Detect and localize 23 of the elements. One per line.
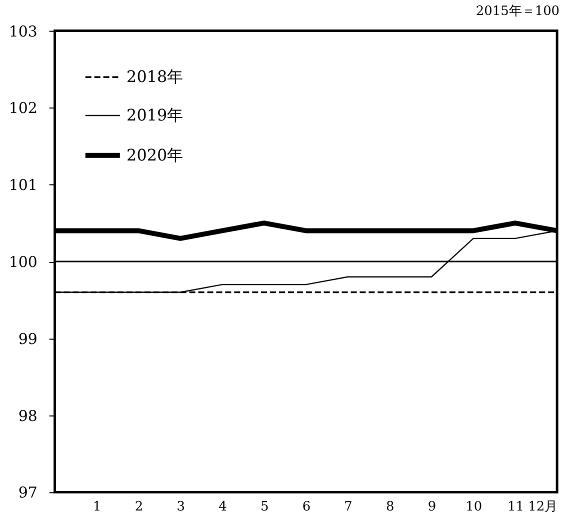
- legend-label: 2018年: [126, 67, 184, 86]
- y-tick-label: 100: [8, 252, 38, 271]
- y-tick-label: 99: [18, 330, 38, 348]
- y-tick-label: 102: [8, 99, 38, 118]
- y-tick-label: 101: [8, 176, 38, 194]
- x-tick-label: 5: [260, 500, 269, 515]
- x-tick-label: 7: [344, 500, 352, 515]
- x-tick-label: 11: [507, 500, 524, 515]
- x-tick-label: 8: [386, 500, 394, 515]
- x-tick-label: 6: [302, 500, 311, 515]
- x-tick-label: 12月: [528, 500, 558, 515]
- y-tick-label: 97: [18, 484, 38, 502]
- legend-label: 2019年: [126, 105, 184, 124]
- y-tick-label: 103: [8, 22, 38, 40]
- x-tick-label: 10: [466, 500, 482, 515]
- legend-label: 2020年: [126, 145, 184, 164]
- text: 2015年＝100: [476, 4, 560, 19]
- x-tick-label: 2: [134, 500, 144, 515]
- x-tick-label: 4: [218, 500, 227, 515]
- x-tick-label: 1: [93, 500, 102, 515]
- x-tick-label: 9: [428, 500, 436, 515]
- y-tick-label: 98: [18, 406, 38, 425]
- x-tick-label: 3: [176, 500, 185, 515]
